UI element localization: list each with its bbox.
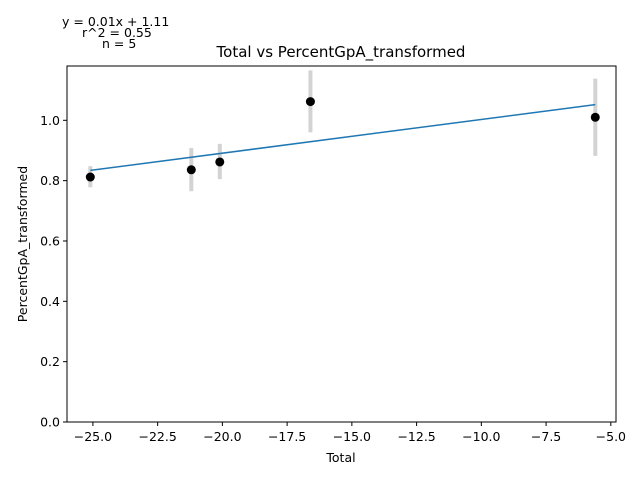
data-point-4 bbox=[590, 112, 600, 122]
fit-layer bbox=[90, 103, 596, 172]
x-tick-label: −10.0 bbox=[462, 429, 500, 444]
point-layer bbox=[85, 97, 600, 182]
x-tick-label: −20.0 bbox=[203, 429, 241, 444]
errorbar-layer bbox=[88, 70, 598, 192]
y-tick-label: 0.4 bbox=[40, 294, 60, 309]
annotation-r2: r^2 = 0.55 bbox=[82, 25, 152, 40]
annotation-equation: y = 0.01x + 1.11 bbox=[62, 14, 169, 29]
y-tick-label: 1.0 bbox=[40, 113, 60, 128]
y-tick-label: 0.0 bbox=[40, 415, 60, 430]
y-tick-label: 0.8 bbox=[40, 173, 60, 188]
x-axis: −25.0 −22.5 −20.0 −17.5 −15.0 −12.5 −10.0 −7.5 −… bbox=[74, 422, 626, 444]
chart-title: Total vs PercentGpA_transformed bbox=[216, 43, 466, 62]
data-point-1 bbox=[186, 165, 196, 175]
x-tick-label: −22.5 bbox=[138, 429, 176, 444]
x-tick-label: −17.5 bbox=[268, 429, 306, 444]
data-point-0 bbox=[85, 172, 95, 182]
x-axis-label: Total bbox=[325, 450, 355, 465]
x-tick-label: −15.0 bbox=[333, 429, 371, 444]
x-tick-label: −5.0 bbox=[596, 429, 626, 444]
y-tick-label: 0.2 bbox=[40, 354, 60, 369]
y-axis: 0.0 0.2 0.4 0.6 0.8 1.0 bbox=[40, 113, 67, 430]
data-point-2 bbox=[215, 157, 225, 167]
x-tick-label: −25.0 bbox=[74, 429, 112, 444]
y-tick-label: 0.6 bbox=[40, 233, 60, 248]
y-axis-label: PercentGpA_transformed bbox=[15, 166, 30, 322]
plot-frame bbox=[66, 65, 617, 423]
x-tick-label: −7.5 bbox=[531, 429, 561, 444]
x-tick-label: −12.5 bbox=[397, 429, 435, 444]
annotation-n: n = 5 bbox=[102, 36, 136, 51]
data-point-3 bbox=[305, 97, 315, 107]
fit-line bbox=[90, 103, 596, 172]
